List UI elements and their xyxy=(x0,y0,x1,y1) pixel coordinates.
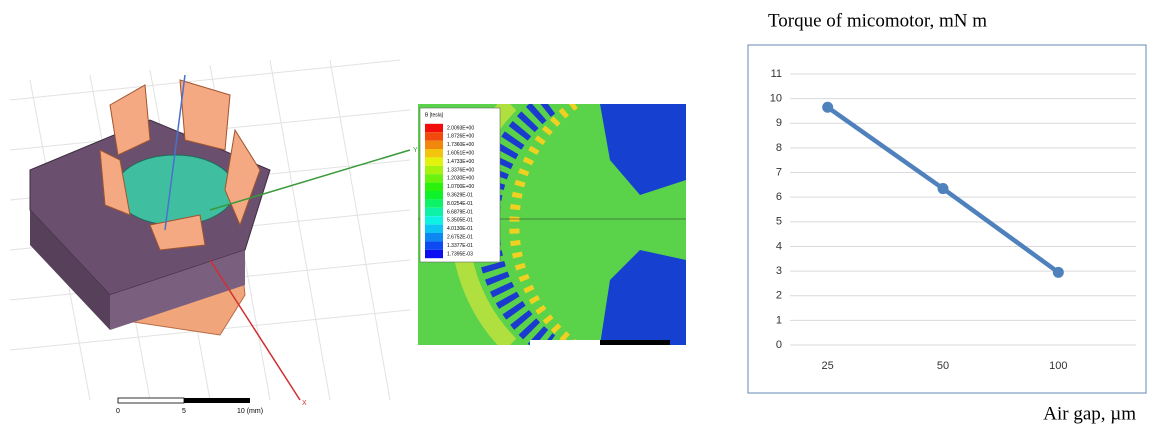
x-axis-label: Air gap, µm xyxy=(1043,403,1136,424)
legend-value: 1.3377E-01 xyxy=(447,243,473,249)
legend-swatch xyxy=(425,174,443,183)
axis-x xyxy=(209,259,301,401)
legend-value: 2.0093E+00 xyxy=(447,125,474,131)
x-tick-label: 50 xyxy=(937,360,949,372)
legend-swatch xyxy=(425,149,443,158)
legend-swatch xyxy=(425,199,443,208)
cad-view: Y X 0 5 10 (mm) xyxy=(9,59,418,415)
legend-swatch xyxy=(425,249,443,259)
y-tick-label: 10 xyxy=(770,93,782,105)
scale-bar xyxy=(117,397,185,404)
field-region xyxy=(600,250,686,345)
legend-value: 4.0130E-01 xyxy=(447,226,473,232)
field-region xyxy=(600,104,686,195)
y-tick-label: 0 xyxy=(776,339,782,351)
scale-label: 0 xyxy=(116,408,120,415)
y-tick-label: 3 xyxy=(776,265,782,277)
axis-y xyxy=(209,149,411,211)
coils xyxy=(99,79,261,251)
field-teeth xyxy=(509,104,578,345)
scale-bar xyxy=(184,398,250,403)
rotor xyxy=(114,154,236,226)
legend-value: 1.7395E-03 xyxy=(447,251,473,257)
x-tick-label: 25 xyxy=(822,360,834,372)
marker xyxy=(937,183,949,195)
legend-value: 1.6051E+00 xyxy=(447,151,474,157)
axis-label: Y xyxy=(413,147,418,154)
legend-swatch xyxy=(425,165,443,175)
legend-swatch xyxy=(425,241,443,250)
field-scale xyxy=(530,340,600,345)
y-tick-label: 8 xyxy=(776,142,782,154)
y-tick-label: 1 xyxy=(776,314,782,326)
marker xyxy=(1052,266,1064,278)
legend-value: 8.0254E-01 xyxy=(447,201,473,207)
scale-label: 5 xyxy=(182,408,186,415)
legend-value: 1.0700E+00 xyxy=(447,184,474,190)
y-tick-label: 2 xyxy=(776,290,782,302)
scale-label: 10 (mm) xyxy=(237,408,263,415)
legend-value: 1.7360E+00 xyxy=(447,142,474,148)
y-tick-label: 9 xyxy=(776,117,782,129)
legend-swatch xyxy=(425,157,443,166)
legend-value: 5.3505E-01 xyxy=(447,218,473,224)
legend-value: 1.3376E+00 xyxy=(447,167,474,173)
chart-frame xyxy=(747,44,1147,394)
legend-value: 2.6752E-01 xyxy=(447,235,473,241)
marker xyxy=(822,101,834,113)
legend-swatch xyxy=(425,216,443,225)
housing-front xyxy=(110,250,245,330)
legend-swatch xyxy=(425,132,443,141)
legend-swatch xyxy=(425,233,443,242)
legend-swatch xyxy=(425,182,443,191)
legend-title: B [tesla] xyxy=(425,112,444,118)
legend-value: 1.2030E+00 xyxy=(447,176,474,182)
legend-value: 1.8726E+00 xyxy=(447,134,474,140)
axis-label: X xyxy=(302,400,307,407)
y-tick-label: 4 xyxy=(776,240,782,252)
legend-swatch xyxy=(425,140,443,149)
field-teeth xyxy=(475,104,556,345)
legend-swatch xyxy=(425,191,443,200)
axis-z xyxy=(164,74,186,231)
legend-value: 9.3629E-01 xyxy=(447,193,473,199)
field-scale xyxy=(600,340,670,345)
legend-swatch xyxy=(425,207,443,217)
y-tick-label: 11 xyxy=(771,68,782,80)
legend-value: 1.4733E+00 xyxy=(447,159,474,165)
chart-title: Torque of micomotor, mN m xyxy=(768,10,987,31)
legend-swatch xyxy=(425,123,443,133)
field-plot: B [tesla] 2.0093E+00 1.8726E+00 1.7360E+00… xyxy=(418,104,686,345)
y-tick-label: 5 xyxy=(776,216,782,228)
y-tick-label: 6 xyxy=(776,191,782,203)
y-tick-label: 7 xyxy=(776,166,782,178)
legend-swatch xyxy=(425,224,443,233)
x-tick-label: 100 xyxy=(1049,360,1067,372)
housing-left xyxy=(30,210,110,330)
legend-value: 6.6879E-01 xyxy=(447,209,473,215)
